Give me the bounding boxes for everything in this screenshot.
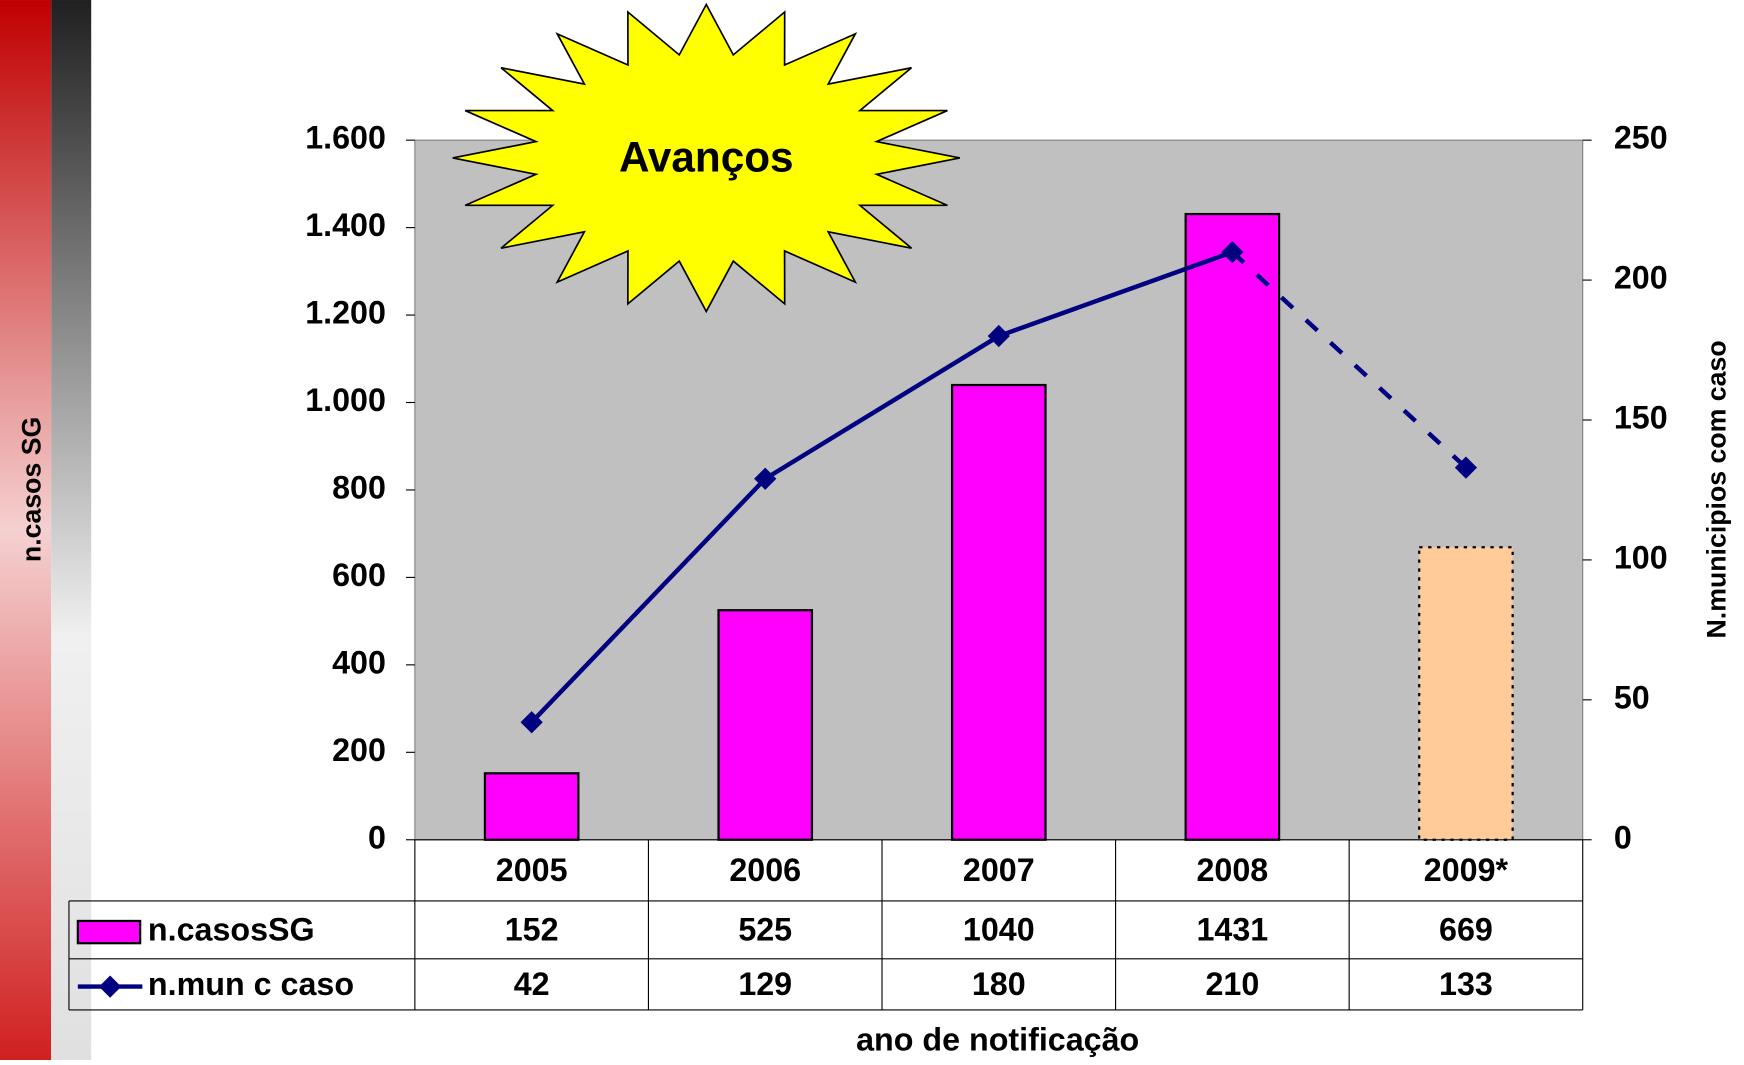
y2-tick-label: 50: [1614, 679, 1650, 715]
legend-swatch: [98, 975, 122, 998]
y2-tick-label: 150: [1614, 400, 1668, 436]
legend-label: n.casosSG: [148, 912, 315, 948]
y2-tick-label: 250: [1614, 120, 1668, 156]
table-value: 152: [505, 912, 559, 948]
x-tick-label: 2008: [1196, 852, 1268, 888]
line-marker: [520, 711, 543, 734]
annotation: Avanços: [619, 133, 794, 180]
bar: [950, 383, 1047, 841]
table-value: 180: [972, 966, 1026, 1002]
y-tick-label: 200: [332, 732, 386, 768]
table-value: 1040: [963, 912, 1035, 948]
legend-label: n.mun c caso: [148, 966, 354, 1002]
line-marker: [754, 467, 777, 490]
y-tick-label: 600: [332, 557, 386, 593]
y2-tick-label: 100: [1614, 539, 1668, 575]
line-segment: [530, 477, 767, 724]
x-tick-label: 2007: [963, 852, 1035, 888]
side-stripe: [0, 0, 52, 1060]
y2-axis-label: N.municipios com caso: [1701, 340, 1731, 638]
starburst: [452, 2, 961, 314]
y-axis-label: n.casos SG: [16, 417, 46, 562]
table-value: 210: [1205, 966, 1259, 1002]
side-stripe: [51, 0, 92, 1060]
x-tick-label: 2009*: [1424, 852, 1509, 888]
table-value: 129: [738, 966, 792, 1002]
line-marker: [1221, 240, 1244, 264]
x-tick-label: 2005: [496, 852, 568, 888]
y-tick-label: 1.400: [305, 207, 386, 243]
y-tick-label: 800: [332, 469, 386, 505]
bar: [1418, 546, 1514, 841]
table-value: 133: [1439, 966, 1493, 1002]
y-tick-label: 1.600: [305, 120, 386, 156]
table-value: 525: [738, 912, 792, 948]
bar: [483, 772, 580, 841]
y-tick-label: 1.000: [305, 382, 386, 418]
line-segment: [998, 250, 1234, 339]
line-marker: [1454, 456, 1478, 479]
y-tick-label: 0: [368, 819, 386, 855]
y-tick-label: 400: [332, 644, 386, 680]
bar: [1184, 212, 1281, 841]
line-segment: [764, 334, 1000, 481]
y-tick-label: 1.200: [305, 295, 386, 331]
table-value: 669: [1439, 912, 1493, 948]
legend-swatch: [76, 919, 142, 945]
table-value: 42: [514, 966, 550, 1002]
bar: [717, 609, 814, 841]
x-axis-label: ano de notificação: [856, 1022, 1139, 1058]
x-tick-label: 2006: [729, 852, 801, 888]
y2-tick-label: 200: [1614, 260, 1668, 296]
y2-tick-label: 0: [1614, 819, 1632, 855]
table-value: 1431: [1196, 912, 1268, 948]
